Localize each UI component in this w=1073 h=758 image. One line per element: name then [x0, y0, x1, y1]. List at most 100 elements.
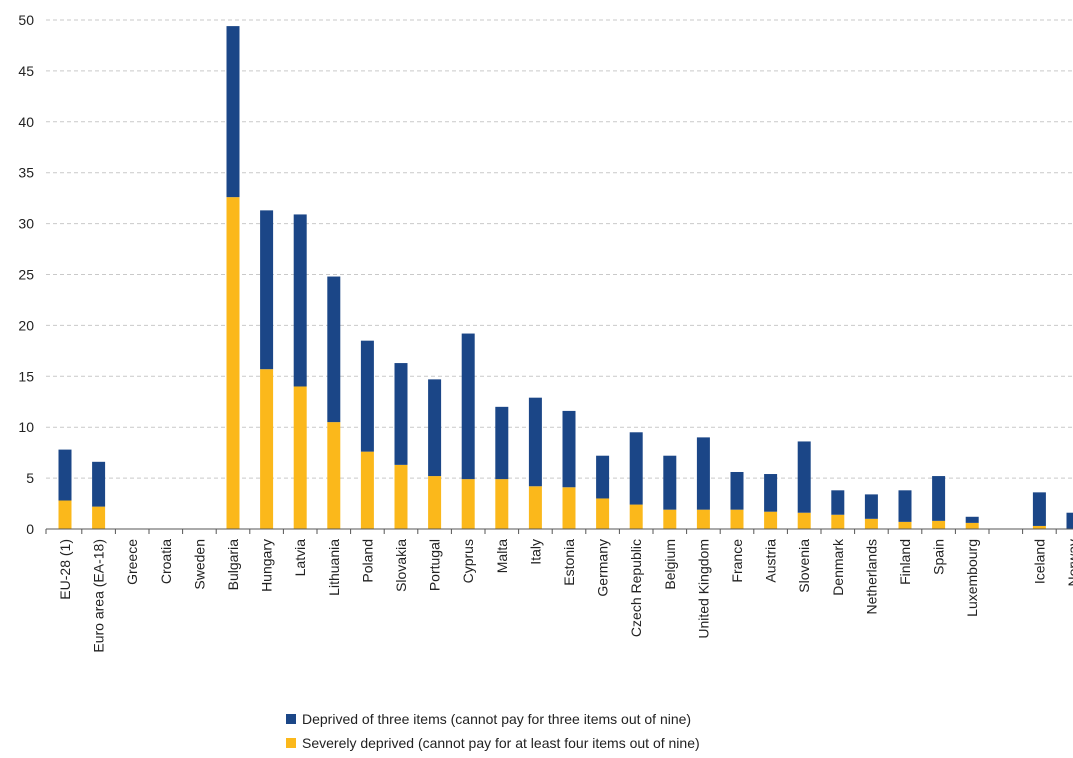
bar-segment-deprived-three — [1066, 512, 1073, 529]
bar-segment-severely-deprived — [360, 451, 374, 529]
bar-segment-deprived-three — [562, 410, 576, 488]
bar-segment-deprived-three — [898, 490, 912, 522]
bar-segment-severely-deprived — [965, 522, 979, 529]
legend-item-severely-deprived: Severely deprived (cannot pay for at lea… — [286, 731, 700, 755]
bar-segment-severely-deprived — [932, 520, 946, 529]
bars — [58, 26, 1073, 529]
bar-segment-severely-deprived — [831, 514, 845, 529]
bar-segment-severely-deprived — [495, 479, 509, 529]
x-category-label: Norway — [1065, 539, 1073, 586]
bar-segment-severely-deprived — [562, 487, 576, 529]
bar-segment-severely-deprived — [260, 369, 274, 529]
bar-segment-deprived-three — [394, 363, 408, 465]
x-category-label: Netherlands — [863, 539, 879, 615]
bar-segment-deprived-three — [461, 333, 475, 480]
bar-segment-severely-deprived — [428, 476, 442, 529]
bar-segment-severely-deprived — [1032, 525, 1046, 529]
bar-segment-deprived-three — [764, 474, 778, 512]
y-axis: 0 5 10 15 20 25 30 35 40 45 50 — [18, 12, 34, 537]
x-category-label: Germany — [595, 539, 611, 597]
bar-segment-severely-deprived — [696, 509, 710, 529]
x-category-label: Austria — [763, 539, 779, 583]
gridlines — [46, 19, 1073, 479]
y-tick-label: 30 — [18, 216, 34, 232]
bar-segment-severely-deprived — [663, 509, 677, 529]
y-tick-label: 15 — [18, 368, 34, 384]
bar-segment-deprived-three — [293, 214, 307, 387]
y-tick-label: 25 — [18, 267, 34, 283]
bar-segment-severely-deprived — [226, 197, 240, 529]
bar-segment-severely-deprived — [797, 512, 811, 529]
x-category-label: Lithuania — [326, 539, 342, 596]
y-tick-label: 10 — [18, 419, 34, 435]
bar-segment-deprived-three — [92, 461, 106, 507]
x-category-label: EU-28 (1) — [57, 539, 73, 600]
bar-segment-deprived-three — [965, 516, 979, 523]
bar-segment-severely-deprived — [58, 500, 72, 529]
y-tick-label: 45 — [18, 63, 34, 79]
bar-segment-severely-deprived — [629, 504, 643, 529]
x-category-label: Hungary — [259, 539, 275, 592]
x-category-label: Latvia — [292, 539, 308, 577]
legend-swatch-severely-deprived — [286, 738, 296, 748]
stacked-bar-chart: 0 5 10 15 20 25 30 35 40 45 50 EU-28 (1) Euro area … — [18, 12, 1073, 653]
bar-segment-deprived-three — [730, 471, 744, 510]
bar-segment-deprived-three — [58, 449, 72, 501]
bar-segment-severely-deprived — [528, 486, 542, 529]
bar-segment-deprived-three — [831, 490, 845, 515]
x-category-label: Portugal — [427, 539, 443, 591]
bar-segment-severely-deprived — [461, 479, 475, 529]
x-category-label: Cyprus — [460, 539, 476, 583]
bar-segment-deprived-three — [528, 397, 542, 487]
y-tick-label: 50 — [18, 12, 34, 28]
x-category-label: Finland — [897, 539, 913, 585]
legend-label-severely-deprived: Severely deprived (cannot pay for at lea… — [302, 735, 700, 751]
x-category-label: Iceland — [1031, 539, 1047, 584]
x-category-label: Spain — [931, 539, 947, 575]
bar-segment-deprived-three — [428, 379, 442, 477]
bar-segment-severely-deprived — [293, 386, 307, 529]
x-category-label: Estonia — [561, 539, 577, 586]
x-category-label: Bulgaria — [225, 539, 241, 591]
bar-segment-severely-deprived — [596, 498, 610, 529]
y-tick-label: 35 — [18, 165, 34, 181]
bar-segment-severely-deprived — [898, 521, 912, 529]
legend-label-deprived-three: Deprived of three items (cannot pay for … — [302, 711, 692, 727]
bar-segment-deprived-three — [495, 406, 509, 480]
x-category-label: Belgium — [662, 539, 678, 590]
bar-segment-deprived-three — [797, 441, 811, 513]
x-category-label: Greece — [124, 539, 140, 585]
legend-swatch-deprived-three — [286, 714, 296, 724]
bar-segment-deprived-three — [596, 455, 610, 499]
bar-segment-deprived-three — [1032, 492, 1046, 526]
x-category-label: United Kingdom — [695, 539, 711, 639]
x-category-label: Sweden — [191, 539, 207, 590]
x-category-label: Czech Republic — [628, 539, 644, 637]
x-category-label: Croatia — [158, 539, 174, 584]
bar-segment-severely-deprived — [327, 422, 341, 529]
bar-segment-deprived-three — [226, 26, 240, 198]
x-category-label: Slovakia — [393, 539, 409, 592]
bar-segment-deprived-three — [327, 276, 341, 423]
bar-segment-deprived-three — [629, 432, 643, 505]
x-axis: EU-28 (1) Euro area (EA-18) Greece Croatia S… — [45, 528, 1073, 653]
bar-segment-severely-deprived — [864, 518, 878, 529]
x-category-label: Slovenia — [796, 539, 812, 593]
y-tick-label: 5 — [26, 470, 34, 486]
x-category-label: Italy — [527, 539, 543, 565]
bar-segment-severely-deprived — [730, 509, 744, 529]
x-category-label: Euro area (EA-18) — [91, 539, 107, 653]
y-tick-label: 0 — [26, 521, 34, 537]
y-tick-label: 40 — [18, 114, 34, 130]
y-tick-label: 20 — [18, 317, 34, 333]
bar-segment-deprived-three — [360, 340, 374, 452]
bar-segment-severely-deprived — [394, 464, 408, 529]
x-category-label: Denmark — [830, 538, 846, 596]
bar-segment-deprived-three — [696, 437, 710, 510]
bar-segment-deprived-three — [260, 210, 274, 370]
bar-segment-deprived-three — [663, 455, 677, 510]
bar-segment-deprived-three — [932, 476, 946, 521]
legend: Deprived of three items (cannot pay for … — [286, 707, 700, 755]
legend-item-deprived-three: Deprived of three items (cannot pay for … — [286, 707, 700, 731]
x-category-label: Malta — [494, 539, 510, 573]
